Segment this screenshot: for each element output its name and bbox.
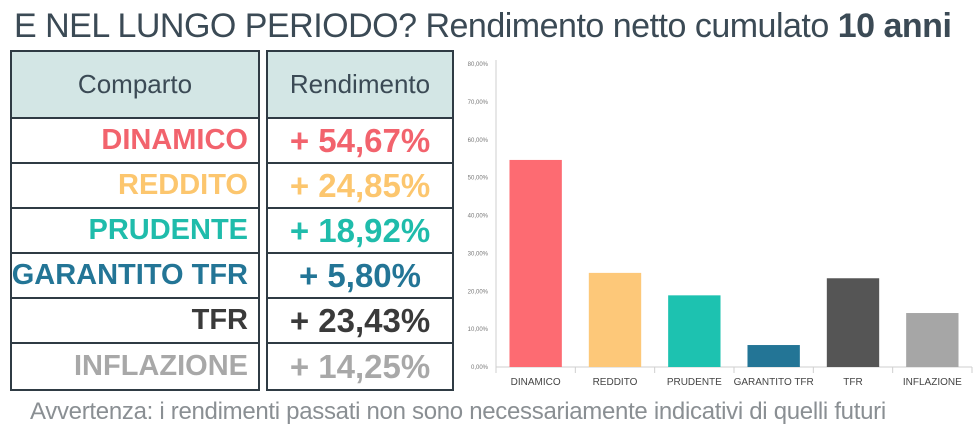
y-tick-label: 60,00%	[468, 138, 489, 144]
rendimento-value: + 54,67%	[268, 119, 452, 164]
title-middle: Rendimento netto cumulato	[425, 7, 829, 45]
x-category-label: DINAMICO	[511, 377, 561, 388]
x-category-label: GARANTITO TFR	[734, 377, 814, 388]
y-tick-label: 40,00%	[468, 214, 489, 220]
rendimento-value: + 18,92%	[268, 209, 452, 254]
comparto-header: Comparto	[12, 52, 258, 119]
bar-chart: 0,00% 10,00% 20,00% 30,00% 40,00% 50,00% 60,00…	[462, 56, 974, 396]
comparto-name: TFR	[12, 299, 258, 344]
rendimento-value: + 5,80%	[268, 254, 452, 299]
x-category-label: TFR	[843, 377, 862, 388]
y-tick-label: 10,00%	[468, 327, 489, 333]
x-category-label: PRUDENTE	[667, 377, 722, 388]
rendimento-value: + 23,43%	[268, 299, 452, 344]
rendimento-header: Rendimento	[268, 52, 452, 119]
title-bold: 10 anni	[837, 7, 952, 45]
comparto-name: GARANTITO TFR	[12, 254, 258, 299]
page-title: E NEL LUNGO PERIODO? Rendimento netto cu…	[14, 4, 952, 48]
bar	[509, 159, 562, 367]
rendimento-value: + 14,25%	[289, 347, 431, 385]
bar	[747, 345, 800, 367]
x-category-label: INFLAZIONE	[903, 377, 962, 388]
comparto-name: DINAMICO	[12, 119, 258, 164]
x-category-label: REDDITO	[593, 377, 638, 388]
comparto-name: REDDITO	[12, 164, 258, 209]
y-tick-label: 70,00%	[468, 100, 489, 106]
bar	[668, 295, 721, 367]
rendimento-column: Rendimento + 54,67% + 24,85% + 18,92% + 5,8…	[266, 50, 454, 391]
bar	[588, 272, 642, 367]
y-tick-label: 80,00%	[468, 62, 489, 68]
bar	[906, 313, 959, 367]
y-tick-label: 30,00%	[468, 251, 489, 257]
comparto-name: PRUDENTE	[12, 209, 258, 254]
rendimento-value: + 24,85%	[268, 164, 452, 209]
y-tick-label: 0,00%	[471, 365, 489, 371]
bar	[826, 278, 880, 367]
comparto-column: Comparto DINAMICO REDDITO PRUDENTE GARANTIT…	[10, 50, 260, 391]
comparto-name: INFLAZIONE	[74, 350, 248, 382]
y-tick-label: 50,00%	[468, 176, 489, 182]
disclaimer-note: Avvertenza: i rendimenti passati non son…	[30, 398, 886, 425]
y-tick-label: 20,00%	[468, 289, 489, 295]
title-prefix: E NEL LUNGO PERIODO?	[14, 7, 417, 45]
